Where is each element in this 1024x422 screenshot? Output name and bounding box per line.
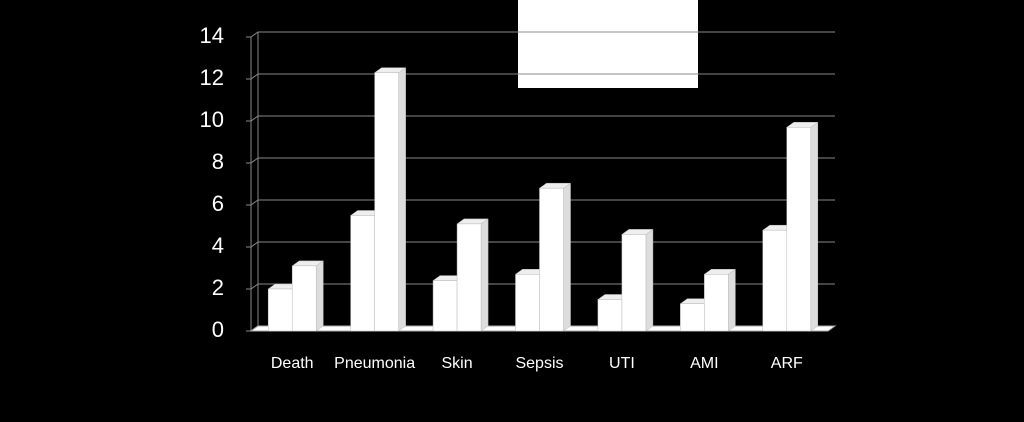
bar-face: [315, 260, 324, 332]
y-tick-label: 12: [200, 65, 224, 90]
bar-face: [515, 274, 540, 332]
bar: [538, 182, 572, 332]
grid-line: [250, 73, 835, 80]
bar-face: [374, 72, 399, 332]
bar-face: [597, 299, 623, 332]
bar-face: [480, 218, 489, 332]
y-tick-label: 6: [212, 191, 224, 216]
bar-face: [539, 187, 564, 332]
bar-face: [810, 121, 819, 332]
bar-face: [563, 182, 571, 332]
bar-face: [680, 303, 705, 332]
bar-face: [456, 223, 482, 332]
bar: [456, 218, 489, 332]
bar-face: [291, 265, 317, 332]
x-tick-label: ARF: [771, 355, 803, 372]
grid-line: [250, 31, 835, 38]
y-tick-label: 0: [212, 317, 224, 342]
bar-face: [621, 234, 647, 332]
bar-face: [728, 268, 736, 332]
x-tick-label: Sepsis: [515, 355, 563, 372]
y-tick-label: 10: [200, 107, 224, 132]
x-tick-label: Death: [271, 355, 314, 372]
bar-face: [350, 215, 375, 332]
grid-line: [250, 157, 835, 164]
bar: [291, 260, 324, 332]
bar: [621, 228, 654, 332]
bar-face: [786, 127, 812, 332]
y-tick-label: 14: [200, 23, 224, 48]
bar-face: [432, 280, 458, 332]
bar: [703, 268, 737, 332]
bar-face: [645, 228, 654, 332]
x-tick-label: UTI: [609, 355, 635, 372]
bar: [373, 67, 407, 332]
x-tick-label: Pneumonia: [334, 355, 415, 372]
bar: [786, 121, 819, 332]
bar-face: [762, 229, 788, 332]
y-tick-label: 8: [212, 149, 224, 174]
legend-box: [518, 0, 698, 88]
grid-line: [250, 199, 835, 206]
y-tick-label: 2: [212, 275, 224, 300]
x-tick-label: AMI: [690, 355, 718, 372]
bar-face: [267, 288, 293, 332]
bar-face: [398, 67, 406, 332]
x-tick-label: Skin: [442, 355, 473, 372]
grid-line: [250, 115, 835, 122]
y-tick-label: 4: [212, 233, 224, 258]
bar-face: [704, 274, 729, 332]
